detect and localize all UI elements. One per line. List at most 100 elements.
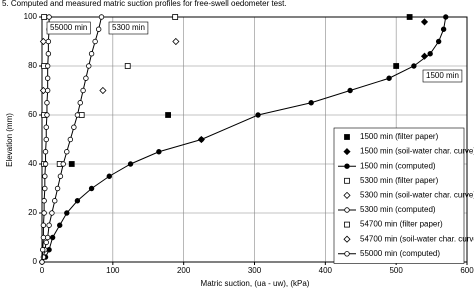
data-point	[46, 222, 52, 228]
data-point	[49, 210, 55, 216]
legend-marker	[343, 191, 351, 199]
data-point	[88, 51, 95, 57]
legend-label: 5300 min (computed)	[360, 205, 436, 214]
data-point	[308, 100, 314, 106]
data-point	[420, 52, 429, 60]
data-point	[71, 124, 77, 130]
x-tick-label: 100	[106, 266, 120, 275]
data-point	[41, 14, 48, 20]
data-point	[40, 234, 47, 241]
data-point	[45, 38, 52, 45]
data-point	[60, 161, 66, 167]
data-point	[347, 87, 353, 94]
x-tick-label: 600	[460, 266, 474, 275]
data-point	[74, 112, 81, 118]
data-point	[64, 149, 70, 155]
legend-label: 5300 min (filter paper)	[360, 176, 439, 185]
data-point	[40, 222, 47, 228]
y-tick-label: 0	[33, 257, 38, 266]
data-point	[57, 173, 64, 179]
data-point	[124, 63, 131, 69]
data-point	[172, 37, 180, 46]
chart-title: 5. Computed and measured matric suction …	[2, 0, 287, 8]
data-point	[42, 161, 49, 167]
data-point	[45, 51, 52, 57]
data-point	[46, 14, 52, 20]
data-point	[44, 63, 51, 69]
data-point	[43, 124, 49, 130]
legend-marker	[344, 177, 350, 184]
data-point	[255, 112, 261, 118]
data-point	[88, 185, 95, 192]
data-point	[41, 210, 47, 216]
legend-label: 54700 min (filter paper)	[360, 220, 443, 229]
data-point	[49, 234, 56, 241]
data-point	[68, 161, 75, 167]
data-point	[42, 173, 48, 179]
legend-marker	[344, 221, 350, 228]
x-tick-label: 500	[389, 266, 403, 275]
y-tick-label: 60	[28, 110, 37, 119]
data-point	[393, 63, 400, 69]
annotation: 5300 min	[112, 23, 145, 32]
data-point	[127, 161, 134, 167]
data-point	[427, 51, 433, 57]
data-point	[44, 100, 50, 106]
data-point	[198, 136, 205, 143]
data-point	[44, 112, 50, 118]
data-point	[41, 198, 47, 204]
y-axis-label: Elevation (mm)	[5, 113, 14, 167]
legend-label: 5300 min (soil-water char. curve)	[360, 191, 474, 200]
y-tick-label: 20	[28, 208, 37, 217]
data-point	[57, 222, 63, 228]
annotation: 1500 min	[426, 71, 459, 80]
legend-marker	[343, 235, 351, 243]
data-point	[411, 63, 417, 69]
data-point	[67, 136, 74, 143]
data-point	[420, 18, 429, 26]
y-tick-label: 80	[28, 61, 37, 70]
data-point	[39, 259, 45, 265]
annotation: 55000 min	[50, 23, 87, 32]
x-tick-label: 400	[319, 266, 333, 275]
data-point	[440, 26, 447, 32]
data-point	[95, 26, 102, 32]
data-point	[86, 63, 92, 69]
data-point	[42, 149, 49, 155]
legend-label: 55000 min (computed)	[360, 249, 440, 258]
data-point	[42, 185, 48, 192]
annotation-box	[422, 69, 463, 83]
data-point	[43, 136, 49, 143]
x-axis-label: Matric suction, (ua - uw), (kPa)	[201, 279, 310, 288]
data-point	[39, 37, 47, 46]
data-point	[443, 14, 449, 20]
x-tick-label: 200	[177, 266, 191, 275]
data-point	[44, 75, 51, 81]
data-point	[74, 198, 81, 204]
data-point	[165, 112, 171, 118]
data-point	[43, 239, 49, 246]
data-point	[40, 247, 46, 253]
legend-marker	[344, 207, 350, 213]
data-point	[54, 185, 61, 192]
plot-frame	[41, 16, 468, 263]
data-point	[98, 14, 105, 20]
legend-marker	[344, 251, 350, 257]
legend-marker	[344, 163, 350, 169]
data-point	[44, 87, 51, 94]
data-point	[386, 75, 392, 81]
annotation-box	[108, 21, 149, 35]
legend-label: 1500 min (soil-water char. curve)	[360, 147, 474, 156]
data-point	[52, 198, 58, 204]
legend-label: 1500 min (computed)	[360, 161, 436, 170]
data-point	[77, 100, 83, 106]
annotation-box	[46, 21, 91, 35]
legend-marker	[344, 134, 350, 140]
y-tick-label: 40	[28, 159, 37, 168]
x-tick-label: 0	[40, 266, 45, 275]
legend-label: 1500 min (filter paper)	[360, 132, 439, 141]
legend-label: 54700 min (soil-water char. curve)	[360, 234, 474, 243]
data-point	[83, 75, 89, 81]
